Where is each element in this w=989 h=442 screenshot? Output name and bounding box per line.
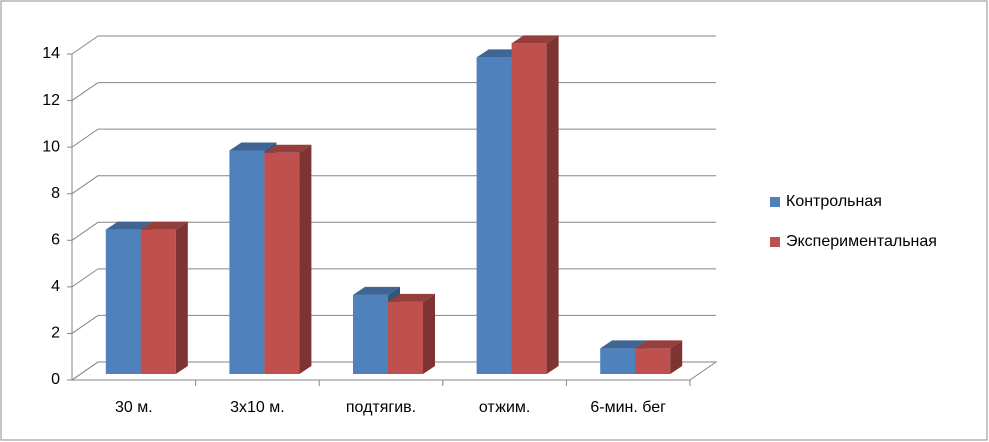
bar xyxy=(140,221,188,374)
x-tick-label: 3x10 м. xyxy=(230,399,285,416)
bar xyxy=(388,293,435,374)
grid-line xyxy=(71,221,99,241)
x-tick-label: 30 м. xyxy=(115,399,153,416)
x-tick-label: отжим. xyxy=(479,399,531,416)
bar xyxy=(264,144,312,374)
grid-line xyxy=(71,315,99,334)
bar-front xyxy=(388,301,423,374)
bar xyxy=(511,35,559,374)
bar-front xyxy=(476,57,512,375)
y-tick-label: 4 xyxy=(51,278,60,295)
y-tick-label: 10 xyxy=(42,138,60,155)
legend-swatch xyxy=(770,237,780,247)
y-tick-label: 14 xyxy=(42,45,60,62)
legend-label: Экспериментальная xyxy=(786,233,937,250)
grid-line xyxy=(71,128,99,148)
grid-line xyxy=(71,35,99,55)
bar-top xyxy=(353,286,400,295)
grid-line xyxy=(71,82,99,101)
bar-top xyxy=(388,293,435,302)
y-tick-label: 6 xyxy=(51,232,60,249)
bar-side xyxy=(423,293,435,374)
bar-top xyxy=(264,144,312,153)
bar-top xyxy=(635,340,683,349)
grid-line xyxy=(71,175,99,195)
x-tick-label: 6-мин. бег xyxy=(590,399,666,416)
grid-line xyxy=(71,361,99,381)
bar-side xyxy=(175,221,188,374)
bar-top xyxy=(105,221,153,230)
bar-top xyxy=(511,35,559,44)
bar-top xyxy=(140,221,188,230)
bar-side xyxy=(299,144,312,374)
bar-front xyxy=(635,348,671,374)
bar-front xyxy=(105,229,141,374)
y-tick-label: 12 xyxy=(42,92,60,109)
bar-front xyxy=(511,43,547,374)
legend-label: Контрольная xyxy=(786,193,882,210)
bar xyxy=(635,340,683,374)
y-tick-label: 8 xyxy=(51,185,60,202)
bar-front xyxy=(229,150,265,374)
bar-top xyxy=(229,142,277,151)
bar-side xyxy=(546,35,559,374)
legend-swatch xyxy=(770,197,780,207)
bar-side xyxy=(670,340,683,374)
bar-top xyxy=(600,340,648,349)
y-tick-label: 2 xyxy=(51,325,60,342)
grid-line xyxy=(71,268,99,288)
bar-front xyxy=(353,294,388,374)
bar-front xyxy=(264,152,300,374)
bar-front xyxy=(140,229,176,374)
y-tick-label: 0 xyxy=(51,371,60,388)
bar-front xyxy=(600,348,636,374)
x-tick-label: подтягив. xyxy=(346,399,416,416)
